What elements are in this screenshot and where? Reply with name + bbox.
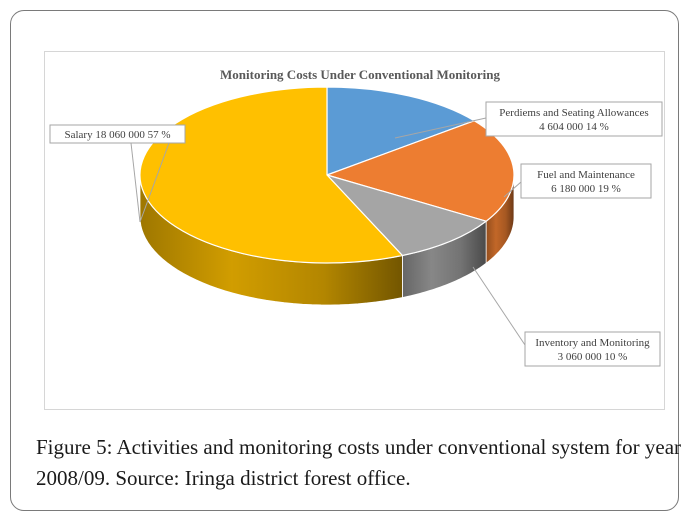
leader-line-fuel-and-maintenance [503,181,522,198]
label-value-inventory-and-monitoring: 3 060 000 10 % [558,351,628,363]
label-value-perdiems-and-seating-allowances: 4 604 000 14 % [539,121,609,133]
pie-chart: Monitoring Costs Under Conventional Moni… [49,67,663,367]
leader-line-salary [130,142,141,223]
caption-text: Activities and monitoring costs under co… [36,435,682,490]
pie-top-faces [139,86,515,264]
label-box-inventory-and-monitoring [524,331,661,367]
leader-line-perdiems-and-seating-allowances [394,117,487,139]
pie-slice-perdiems-and-seating-allowances [326,86,476,176]
pie-slice-salary [139,86,404,264]
label-box-salary [49,124,186,144]
leader-line-inventory-and-monitoring [472,266,526,346]
label-value-fuel-and-maintenance: 6 180 000 19 % [551,183,621,195]
label-box-fuel-and-maintenance [520,163,652,199]
label-name-perdiems-and-seating-allowances: Perdiems and Seating Allowances [499,107,648,119]
label-name-fuel-and-maintenance: Fuel and Maintenance [537,169,635,181]
chart-area: Monitoring Costs Under Conventional Moni… [44,51,665,410]
label-name-inventory-and-monitoring: Inventory and Monitoring [535,337,650,349]
leader-line-secondary-salary [139,142,170,223]
figure-frame: Monitoring Costs Under Conventional Moni… [10,10,681,511]
data-labels: Perdiems and Seating Allowances 4 604 000… [49,101,663,367]
label-box-perdiems-and-seating-allowances [485,101,663,137]
pie-slice-inventory-and-monitoring [325,173,488,257]
label-text-salary: Salary 18 060 000 57 % [64,129,170,141]
caption-label: Figure 5: [36,435,113,459]
chart-title: Monitoring Costs Under Conventional Moni… [220,67,500,82]
figure-caption: Figure 5: Activities and monitoring cost… [36,432,686,494]
